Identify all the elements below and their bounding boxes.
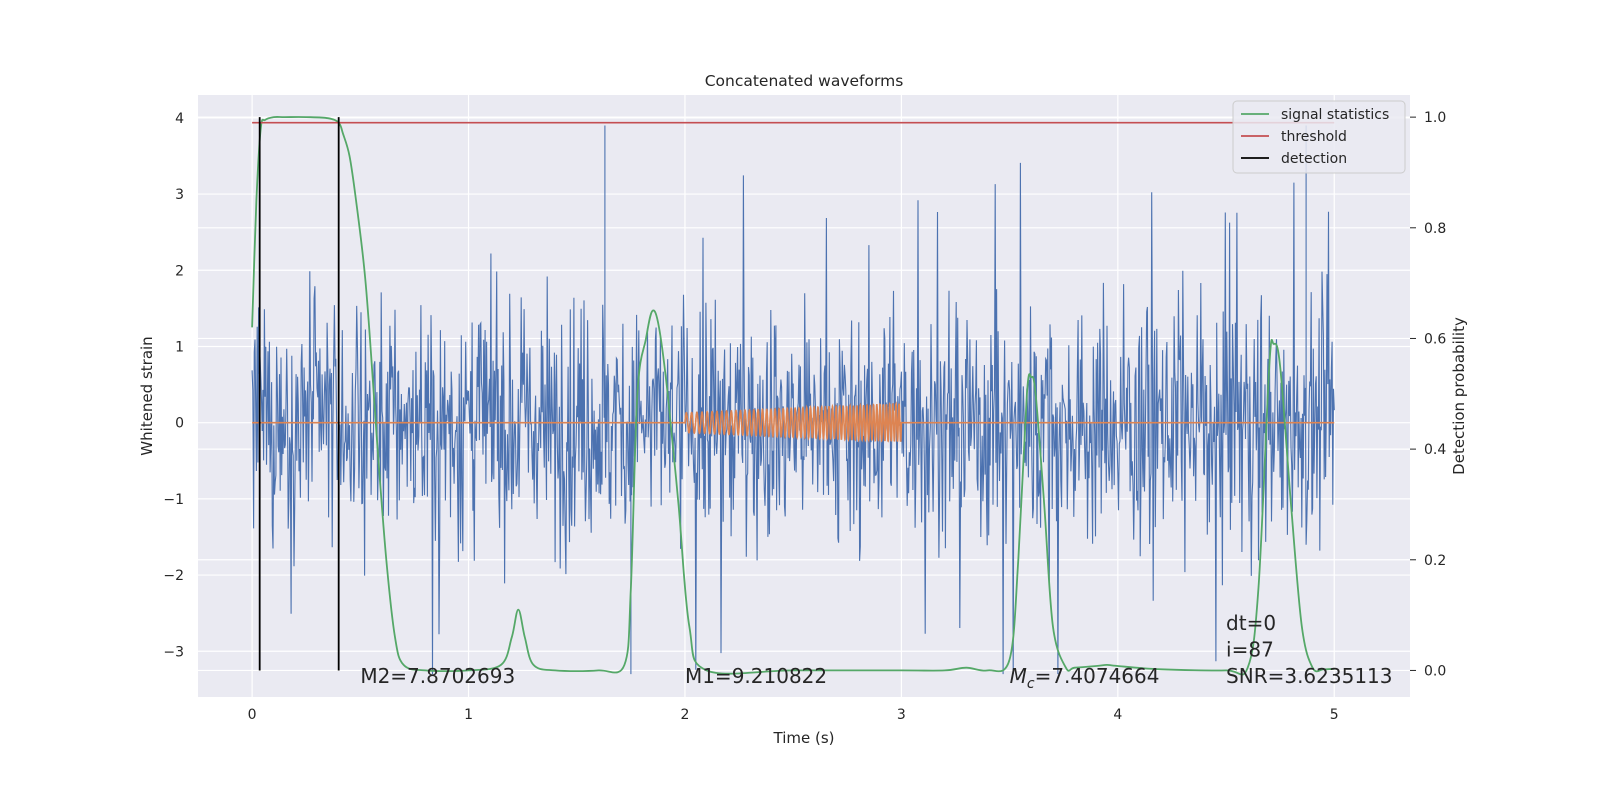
annotation-text: Mc=7.4074664 (1010, 664, 1160, 692)
y-right-tick-label: 0.8 (1424, 221, 1446, 237)
annotation-prefix: M (1010, 664, 1027, 688)
ticks: 0 1 2 3 4 5 −3 −2 −1 0 1 2 3 4 0.0 0.2 0.4 0.6 0.8 1.0 (163, 110, 1446, 723)
y-right-tick-label: 0.4 (1424, 442, 1446, 458)
strain-series-line (251, 125, 1335, 675)
legend-label: detection (1281, 151, 1347, 167)
signal-statistics-line (251, 116, 1335, 676)
chart-title: Concatenated waveforms (705, 72, 904, 90)
annotation-subscript: c (1027, 676, 1035, 692)
x-tick-label: 0 (248, 707, 257, 723)
y-axis-label-right: Detection probability (1450, 317, 1468, 475)
y-tick-label: 4 (175, 111, 184, 127)
y-right-tick-label: 1.0 (1424, 110, 1446, 126)
y-tick-label: −2 (163, 568, 184, 584)
y-right-tick-label: 0.2 (1424, 553, 1446, 569)
y-tick-label: −3 (163, 644, 184, 660)
y-tick-label: 1 (175, 339, 184, 355)
y-axis-label: Whitened strain (138, 336, 156, 455)
annotation-text: M2=7.8702693 (360, 664, 515, 688)
x-tick-label: 3 (897, 707, 906, 723)
annotation-text: i=87 (1226, 637, 1274, 661)
injected-waveform-line (252, 401, 1335, 443)
x-tick-label: 2 (681, 707, 690, 723)
x-tick-label: 5 (1330, 707, 1339, 723)
annotation-text: SNR=3.6235113 (1226, 664, 1392, 688)
y-tick-label: −1 (163, 492, 184, 508)
legend: signal statistics threshold detection (1232, 100, 1406, 174)
x-tick-label: 4 (1113, 707, 1122, 723)
y-tick-label: 2 (175, 263, 184, 279)
annotation-text: M1=9.210822 (685, 664, 827, 688)
annotation-text: dt=0 (1226, 611, 1276, 635)
y-right-tick-label: 0.0 (1424, 663, 1446, 679)
y-tick-label: 0 (175, 416, 184, 432)
legend-label: signal statistics (1281, 107, 1389, 123)
y-tick-label: 3 (175, 187, 184, 203)
x-axis-label: Time (s) (773, 729, 835, 747)
legend-box (1232, 100, 1406, 174)
annotation-suffix: =7.4074664 (1035, 664, 1160, 688)
y-right-tick-label: 0.6 (1424, 331, 1446, 347)
annotations: M2=7.8702693 M1=9.210822 Mc=7.4074664 SNR=3… (360, 611, 1392, 692)
legend-label: threshold (1281, 129, 1347, 145)
data-layer (251, 116, 1335, 676)
x-tick-label: 1 (464, 707, 473, 723)
